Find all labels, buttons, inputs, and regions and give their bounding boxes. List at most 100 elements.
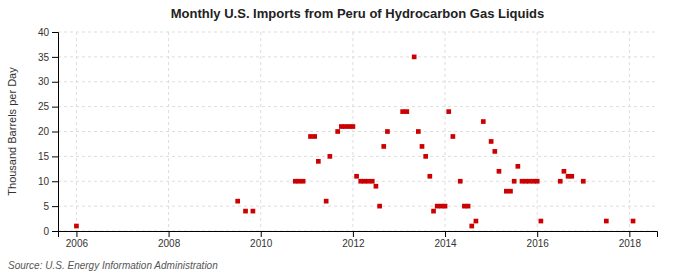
point [243, 209, 248, 214]
tick: 5 [43, 201, 58, 212]
tick-mark [52, 82, 58, 83]
tick: 10 [38, 176, 58, 187]
point [562, 169, 567, 174]
point [335, 129, 340, 134]
tick-label: 10 [38, 176, 50, 187]
x-axis: 2006200820102012201420162018 [59, 231, 658, 249]
tick-label: 25 [38, 101, 50, 112]
point [400, 109, 405, 114]
tick-mark [52, 181, 58, 182]
point [343, 124, 348, 129]
point [458, 179, 463, 184]
tick: 40 [38, 27, 58, 38]
point [404, 109, 409, 114]
chart: 2006200820102012201420162018051015202530… [0, 0, 675, 275]
point [351, 124, 356, 129]
point [235, 199, 240, 204]
tick-mark [629, 231, 630, 237]
point [631, 219, 636, 224]
tick-mark [52, 231, 58, 232]
tick-mark [76, 231, 77, 237]
point [489, 139, 494, 144]
point [512, 179, 517, 184]
tick-label: 2016 [527, 238, 550, 249]
point [297, 179, 302, 184]
tick-mark [353, 231, 354, 237]
tick-mark [537, 231, 538, 237]
point [443, 204, 448, 209]
tick-mark [52, 57, 58, 58]
y-axis-title: Thousand Barrels per Day [6, 67, 18, 196]
point [469, 224, 474, 229]
tick: 0 [43, 226, 58, 237]
grid-line [58, 81, 657, 82]
tick: 35 [38, 52, 58, 63]
tick-label: 2010 [250, 238, 273, 249]
grid-line [58, 106, 657, 107]
grid-line [260, 32, 261, 231]
point [569, 174, 574, 179]
point [581, 179, 586, 184]
tick-mark [52, 156, 58, 157]
point [374, 184, 379, 189]
y-axis-line [52, 33, 59, 232]
tick: 2014 [434, 231, 457, 249]
point [539, 219, 544, 224]
point [251, 209, 256, 214]
point [370, 179, 375, 184]
point [377, 204, 382, 209]
tick: 20 [38, 126, 58, 137]
grid-line [58, 156, 657, 157]
point [508, 189, 513, 194]
point [420, 144, 425, 149]
point [354, 174, 359, 179]
grid-line [537, 32, 538, 231]
title: Monthly U.S. Imports from Peru of Hydroc… [171, 6, 544, 21]
tick-label: 20 [38, 126, 50, 137]
point [492, 149, 497, 154]
point [381, 144, 386, 149]
tick-label: 2012 [342, 238, 365, 249]
point [481, 119, 486, 124]
tick-label: 15 [38, 151, 50, 162]
tick-mark [52, 107, 58, 108]
tick-mark [52, 206, 58, 207]
point [558, 179, 563, 184]
tick-label: 5 [43, 201, 49, 212]
grid-line [58, 181, 657, 182]
y-axis: 0 5 10 15 20 25 30 35 40 [38, 27, 59, 237]
grid-line [58, 32, 657, 33]
tick: 2010 [250, 231, 273, 249]
point [312, 134, 317, 139]
point [366, 179, 371, 184]
grid-line [58, 131, 657, 132]
point [431, 209, 436, 214]
point [604, 219, 609, 224]
tick: 2016 [527, 231, 550, 249]
tick-label: 35 [38, 52, 50, 63]
tick-label: 2014 [434, 238, 457, 249]
tick-label: 40 [38, 27, 50, 38]
annotation: Source: U.S. Energy Information Administ… [8, 260, 218, 271]
tick-mark [445, 231, 446, 237]
point [497, 169, 502, 174]
tick: 30 [38, 76, 58, 87]
grid [58, 32, 657, 231]
point [416, 129, 421, 134]
x-axis-line [59, 232, 658, 238]
tick: 2018 [619, 231, 642, 249]
point [74, 224, 79, 229]
point [451, 134, 456, 139]
point [423, 154, 428, 159]
point [516, 164, 521, 169]
point [435, 204, 440, 209]
tick: 2006 [66, 231, 89, 249]
tick-mark [52, 132, 58, 133]
grid-line [58, 56, 657, 57]
tick: 15 [38, 151, 58, 162]
point [535, 179, 540, 184]
tick-label: 0 [43, 226, 49, 237]
point [446, 109, 451, 114]
point [301, 179, 306, 184]
point [504, 189, 509, 194]
